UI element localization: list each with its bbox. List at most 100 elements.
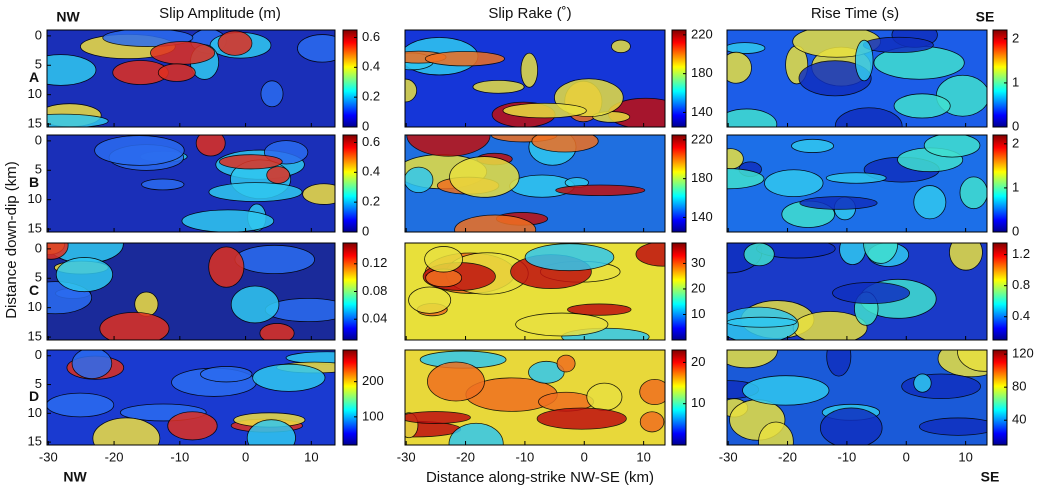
panel-frame [404, 242, 666, 341]
colorbar [342, 349, 358, 446]
corner-label: SE [981, 469, 1000, 485]
y-tick-label: 15 [28, 434, 42, 449]
contour-patch [405, 411, 471, 424]
contour-field [47, 350, 335, 445]
contour-patch [791, 138, 835, 153]
contour-patch [758, 421, 794, 445]
colorbar-tick-label: 0.12 [362, 255, 387, 270]
corner-label: NW [63, 469, 87, 485]
panel-frame [726, 242, 988, 341]
contour-patch [832, 281, 911, 305]
contour-patch [47, 392, 115, 418]
contour-patch [408, 286, 452, 314]
contour-patch [424, 51, 505, 67]
contour-patch [520, 52, 539, 88]
x-tick-label: -10 [838, 449, 857, 464]
colorbar [671, 29, 687, 128]
colorbar-tick-label: 0.8 [1012, 277, 1030, 292]
contour-patch [949, 243, 983, 271]
contour-patch [157, 63, 196, 82]
colorbar [992, 349, 1008, 446]
colorbar-tick-label: 20 [691, 354, 705, 369]
colorbar-tick-label: 180 [691, 170, 713, 185]
colorbar-tick-label: 2 [1012, 135, 1019, 150]
y-tick-label: 0 [35, 132, 42, 147]
contour-patch [141, 178, 185, 191]
y-tick-label: 15 [28, 328, 42, 343]
colorbar-tick-label: 0.6 [362, 29, 380, 44]
contour-patch [727, 316, 797, 328]
contour-patch [919, 417, 987, 436]
contour-patch [798, 60, 872, 97]
contour-patch [556, 354, 576, 373]
contour-patch [195, 135, 226, 157]
contour-patch [825, 172, 887, 184]
contour-patch [99, 311, 170, 340]
contour-patch [200, 366, 253, 383]
contour-patch [727, 108, 778, 127]
contour-patch [230, 285, 280, 324]
contour-patch [47, 113, 109, 127]
y-tick-label: 5 [35, 270, 42, 285]
panel-frame [46, 134, 336, 233]
x-tick-label: -20 [778, 449, 797, 464]
panel-frame [404, 349, 666, 446]
y-tick-label: 15 [28, 220, 42, 235]
contour-patch [555, 184, 646, 197]
contour-patch [260, 80, 284, 108]
contour-patch [826, 350, 852, 377]
contour-patch [71, 350, 113, 379]
contour-patch [181, 209, 275, 232]
colorbar-tick-label: 40 [1012, 412, 1026, 427]
contour-patch [448, 422, 504, 445]
contour-patch [923, 135, 981, 158]
contour-patch [743, 243, 775, 267]
y-tick-label: 5 [35, 57, 42, 72]
contour-patch [611, 39, 631, 54]
x-tick-label: -10 [516, 449, 535, 464]
colorbar-tick-label: 1 [1012, 179, 1019, 194]
contour-patch [234, 244, 315, 275]
contour-patch [524, 243, 615, 272]
contour-patch [427, 361, 485, 402]
contour-patch [819, 407, 883, 445]
y-axis-label: Distance down-dip (km) [3, 161, 20, 319]
contour-patch [252, 363, 326, 392]
x-tick-label: -30 [39, 449, 58, 464]
contour-patch [536, 407, 627, 430]
contour-patch [742, 375, 830, 406]
contour-field [405, 350, 665, 445]
x-tick-label: 10 [636, 449, 650, 464]
contour-patch [472, 79, 525, 94]
contour-field [727, 350, 987, 445]
colorbar-tick-label: 0.6 [362, 134, 380, 149]
contour-patch [449, 156, 520, 198]
contour-patch [47, 54, 97, 86]
row-label: D [29, 388, 39, 404]
colorbar-tick-label: 0 [1012, 223, 1019, 238]
contour-patch [246, 419, 296, 445]
contour-patch [297, 34, 335, 63]
colorbar-tick-label: 20 [691, 280, 705, 295]
contour-field [47, 243, 335, 340]
panel-frame [726, 349, 988, 446]
colorbar-tick-label: 10 [691, 306, 705, 321]
x-tick-label: -30 [719, 449, 738, 464]
contour-patch [515, 312, 609, 337]
contour-patch [302, 183, 335, 205]
colorbar [671, 349, 687, 446]
contour-patch [167, 411, 218, 441]
contour-patch [959, 176, 987, 210]
panel-frame [46, 242, 336, 341]
contour-field [727, 30, 987, 127]
panel-frame [726, 29, 988, 128]
colorbar-tick-label: 80 [1012, 379, 1026, 394]
contour-field [727, 135, 987, 232]
y-tick-label: 10 [28, 405, 42, 420]
column-title: Slip Rake (˚) [488, 5, 571, 22]
contour-patch [208, 246, 245, 288]
colorbar-tick-label: 0.4 [362, 164, 380, 179]
x-tick-label: -30 [397, 449, 416, 464]
y-tick-label: 15 [28, 115, 42, 130]
colorbar-tick-label: 220 [691, 26, 713, 41]
